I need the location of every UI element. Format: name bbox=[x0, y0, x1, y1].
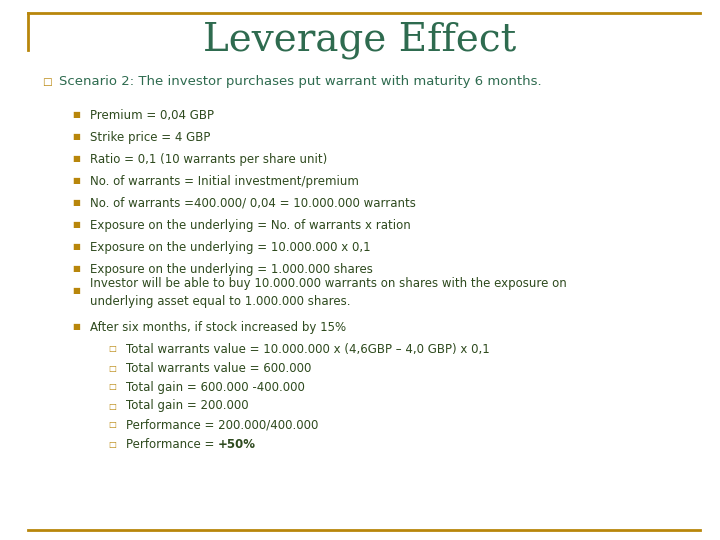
Text: ■: ■ bbox=[72, 220, 80, 230]
Text: underlying asset equal to 1.000.000 shares.: underlying asset equal to 1.000.000 shar… bbox=[90, 294, 351, 307]
Text: Leverage Effect: Leverage Effect bbox=[203, 21, 517, 59]
Text: Total warrants value = 10.000.000 x (4,6GBP – 4,0 GBP) x 0,1: Total warrants value = 10.000.000 x (4,6… bbox=[126, 342, 490, 355]
Text: ■: ■ bbox=[72, 265, 80, 273]
Text: ■: ■ bbox=[72, 177, 80, 186]
Text: Premium = 0,04 GBP: Premium = 0,04 GBP bbox=[90, 109, 214, 122]
Text: Performance =: Performance = bbox=[126, 437, 218, 450]
Text: ■: ■ bbox=[72, 199, 80, 207]
Text: ■: ■ bbox=[72, 132, 80, 141]
Text: Scenario 2: The investor purchases put warrant with maturity 6 months.: Scenario 2: The investor purchases put w… bbox=[59, 76, 541, 89]
Text: ■: ■ bbox=[72, 322, 80, 332]
Text: Performance = 200.000/400.000: Performance = 200.000/400.000 bbox=[126, 418, 318, 431]
Text: □: □ bbox=[108, 382, 116, 392]
Text: Strike price = 4 GBP: Strike price = 4 GBP bbox=[90, 131, 210, 144]
Text: □: □ bbox=[108, 363, 116, 373]
Text: ■: ■ bbox=[72, 154, 80, 164]
Text: Total gain = 600.000 -400.000: Total gain = 600.000 -400.000 bbox=[126, 381, 305, 394]
Text: □: □ bbox=[42, 77, 52, 87]
Text: Exposure on the underlying = No. of warrants x ration: Exposure on the underlying = No. of warr… bbox=[90, 219, 410, 232]
Text: Total gain = 200.000: Total gain = 200.000 bbox=[126, 400, 248, 413]
Text: □: □ bbox=[108, 345, 116, 354]
Text: Total warrants value = 600.000: Total warrants value = 600.000 bbox=[126, 361, 311, 375]
Text: ■: ■ bbox=[72, 242, 80, 252]
Text: ■: ■ bbox=[72, 111, 80, 119]
Text: No. of warrants = Initial investment/premium: No. of warrants = Initial investment/pre… bbox=[90, 174, 359, 187]
Text: □: □ bbox=[108, 421, 116, 429]
Text: ■: ■ bbox=[72, 287, 80, 295]
Text: +50%: +50% bbox=[218, 437, 256, 450]
Text: Ratio = 0,1 (10 warrants per share unit): Ratio = 0,1 (10 warrants per share unit) bbox=[90, 152, 328, 165]
Text: Investor will be able to buy 10.000.000 warrants on shares with the exposure on: Investor will be able to buy 10.000.000 … bbox=[90, 276, 567, 289]
Text: □: □ bbox=[108, 440, 116, 449]
Text: Exposure on the underlying = 1.000.000 shares: Exposure on the underlying = 1.000.000 s… bbox=[90, 262, 373, 275]
Text: After six months, if stock increased by 15%: After six months, if stock increased by … bbox=[90, 321, 346, 334]
Text: □: □ bbox=[108, 402, 116, 410]
Text: Exposure on the underlying = 10.000.000 x 0,1: Exposure on the underlying = 10.000.000 … bbox=[90, 240, 371, 253]
Text: No. of warrants =400.000/ 0,04 = 10.000.000 warrants: No. of warrants =400.000/ 0,04 = 10.000.… bbox=[90, 197, 416, 210]
